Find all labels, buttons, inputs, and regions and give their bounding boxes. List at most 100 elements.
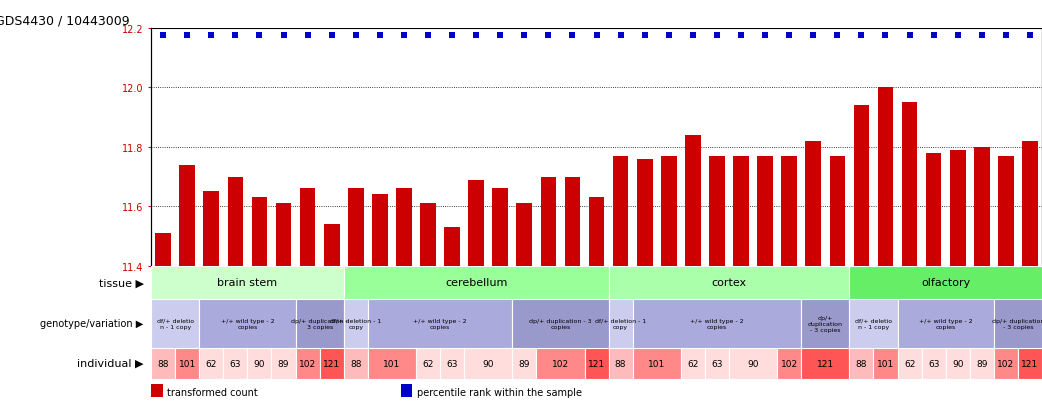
Text: individual ▶: individual ▶	[77, 358, 144, 368]
Bar	[368, 299, 513, 348]
Bar	[272, 348, 296, 379]
Bar	[276, 204, 292, 266]
Point	[323, 33, 340, 39]
Bar	[585, 348, 609, 379]
Text: 62: 62	[903, 359, 915, 368]
Text: 88: 88	[157, 359, 169, 368]
Text: df/+ deletio
n - 1 copy: df/+ deletio n - 1 copy	[156, 318, 194, 329]
Point	[347, 33, 364, 39]
Bar	[324, 225, 340, 266]
Point	[372, 33, 389, 39]
Bar	[1018, 348, 1042, 379]
Bar	[897, 348, 921, 379]
Bar	[849, 266, 1042, 299]
Point	[275, 33, 292, 39]
Bar	[513, 299, 609, 348]
Bar	[368, 348, 416, 379]
Point	[733, 33, 749, 39]
Point	[685, 33, 701, 39]
Bar	[1022, 142, 1038, 266]
Bar	[320, 348, 344, 379]
Bar	[344, 299, 368, 348]
Point	[973, 33, 990, 39]
Text: 89: 89	[976, 359, 988, 368]
Point	[853, 33, 870, 39]
Point	[179, 33, 196, 39]
Point	[949, 33, 966, 39]
Bar	[300, 189, 316, 266]
Point	[540, 33, 556, 39]
Bar	[372, 195, 388, 266]
Text: 101: 101	[383, 359, 400, 368]
Bar	[950, 150, 966, 266]
Text: +/+ wild type - 2
copies: +/+ wild type - 2 copies	[221, 318, 274, 329]
Text: dp/+
duplication
- 3 copies: dp/+ duplication - 3 copies	[808, 315, 843, 332]
Bar	[849, 299, 897, 348]
Text: 63: 63	[446, 359, 457, 368]
Text: 102: 102	[299, 359, 316, 368]
Point	[613, 33, 629, 39]
Bar	[801, 299, 849, 348]
Bar	[493, 189, 508, 266]
Bar	[609, 266, 849, 299]
Bar	[632, 348, 680, 379]
Point	[1021, 33, 1038, 39]
Bar	[970, 348, 994, 379]
Point	[227, 33, 244, 39]
Point	[877, 33, 894, 39]
Bar	[609, 348, 632, 379]
Point	[492, 33, 508, 39]
Text: 62: 62	[422, 359, 433, 368]
Bar	[589, 198, 604, 266]
Text: transformed count: transformed count	[167, 387, 257, 397]
Bar	[344, 348, 368, 379]
Bar	[998, 157, 1014, 266]
Text: 63: 63	[712, 359, 723, 368]
Bar	[974, 147, 990, 266]
Bar	[921, 348, 946, 379]
Bar	[782, 157, 797, 266]
Point	[251, 33, 268, 39]
Bar	[632, 299, 801, 348]
Point	[997, 33, 1014, 39]
Bar	[155, 233, 171, 266]
Bar	[946, 348, 970, 379]
Text: 101: 101	[877, 359, 894, 368]
Bar	[613, 157, 628, 266]
Bar	[685, 135, 700, 266]
Text: df/+ deletio
n - 1 copy: df/+ deletio n - 1 copy	[854, 318, 892, 329]
Point	[420, 33, 437, 39]
Text: 121: 121	[1021, 359, 1039, 368]
Bar	[680, 348, 704, 379]
Text: +/+ wild type - 2
copies: +/+ wild type - 2 copies	[690, 318, 744, 329]
Text: dp/+ duplication -
3 copies: dp/+ duplication - 3 copies	[292, 318, 348, 329]
Bar	[661, 157, 676, 266]
Bar	[729, 348, 777, 379]
Point	[637, 33, 653, 39]
Bar	[994, 299, 1042, 348]
Bar	[400, 384, 413, 397]
Bar	[396, 189, 412, 266]
Point	[155, 33, 172, 39]
Point	[780, 33, 797, 39]
Bar	[849, 348, 873, 379]
Bar	[296, 299, 344, 348]
Bar	[151, 384, 163, 397]
Point	[804, 33, 821, 39]
Bar	[926, 154, 942, 266]
Text: 101: 101	[648, 359, 666, 368]
Bar	[734, 157, 749, 266]
Bar	[203, 192, 219, 266]
Bar	[420, 204, 436, 266]
Bar	[537, 348, 585, 379]
Point	[829, 33, 846, 39]
Text: 101: 101	[178, 359, 196, 368]
Bar	[710, 157, 725, 266]
Text: 90: 90	[253, 359, 266, 368]
Bar	[296, 348, 320, 379]
Text: 88: 88	[855, 359, 867, 368]
Text: +/+ wild type - 2
copies: +/+ wild type - 2 copies	[414, 318, 467, 329]
Point	[925, 33, 942, 39]
Bar	[444, 228, 460, 266]
Text: df/+ deletion - 1
copy: df/+ deletion - 1 copy	[595, 318, 646, 329]
